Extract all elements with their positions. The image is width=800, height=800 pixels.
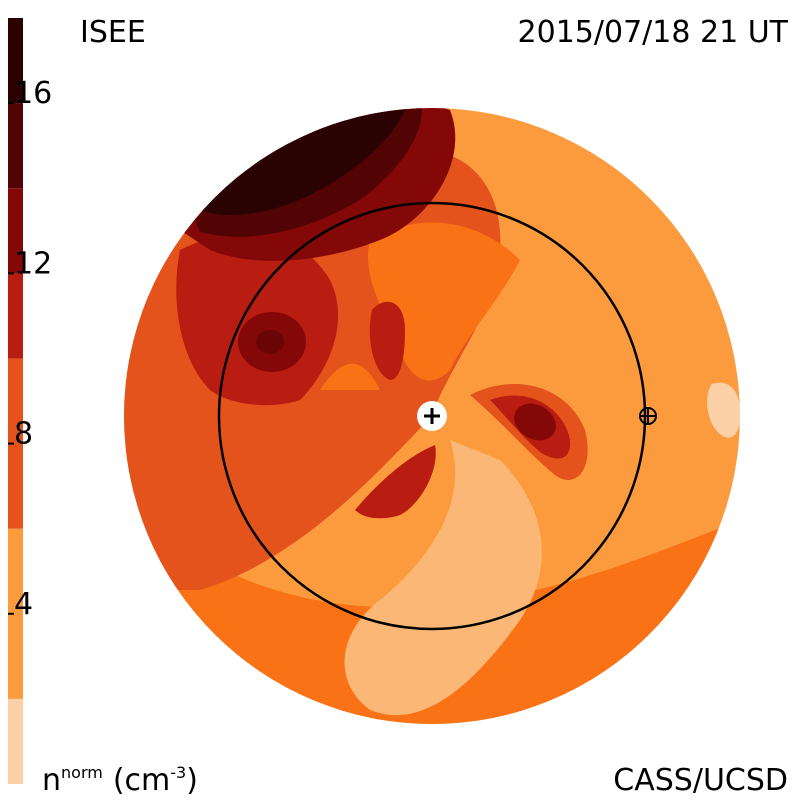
colorbar-tick-label-2: 8 [14, 417, 33, 452]
colorbar-tick-label-1: 12 [14, 246, 52, 281]
region-level-6-north [367, 222, 520, 381]
colorbar-tick-label-3: 4 [14, 587, 33, 622]
region-level-18-cap [195, 108, 410, 215]
region-level-1-east [707, 382, 740, 438]
source-label: ISEE [80, 15, 146, 50]
colorbar-band-2 [8, 358, 23, 529]
colorbar-band-3 [8, 273, 23, 359]
colorbar-band-4 [8, 188, 23, 274]
earth-marker [639, 407, 657, 425]
credit-label: CASS/UCSD [613, 763, 788, 798]
colorbar-band-0 [8, 698, 23, 784]
region-level-14-east [514, 403, 556, 441]
sun-plus-icon [424, 408, 440, 424]
earth-cross-icon [640, 408, 656, 424]
region-level-15-west [256, 330, 284, 354]
unit-close: ) [186, 763, 198, 798]
colorbar-band-5 [8, 103, 23, 189]
timestamp-label: 2015/07/18 21 UT [518, 15, 789, 50]
sun-marker [417, 401, 447, 431]
quantity-sup: norm [61, 763, 103, 782]
unit-sup: -3 [170, 763, 186, 782]
unit-open: (cm [113, 763, 170, 798]
quantity-base: n [42, 763, 61, 798]
colorbar-band-6 [8, 18, 23, 104]
colorbar [8, 18, 23, 784]
colorbar-band-1 [8, 528, 23, 699]
region-level-6-wedge [320, 363, 380, 390]
region-level-12-south [355, 445, 436, 519]
region-level-3-tongue [344, 440, 542, 716]
colorbar-tick-label-0: 16 [14, 76, 52, 111]
quantity-label: nnorm (cm-3) [42, 763, 198, 798]
colorbar-ticks: 16 12 8 4 [8, 76, 52, 622]
region-level-12-north [369, 301, 405, 380]
